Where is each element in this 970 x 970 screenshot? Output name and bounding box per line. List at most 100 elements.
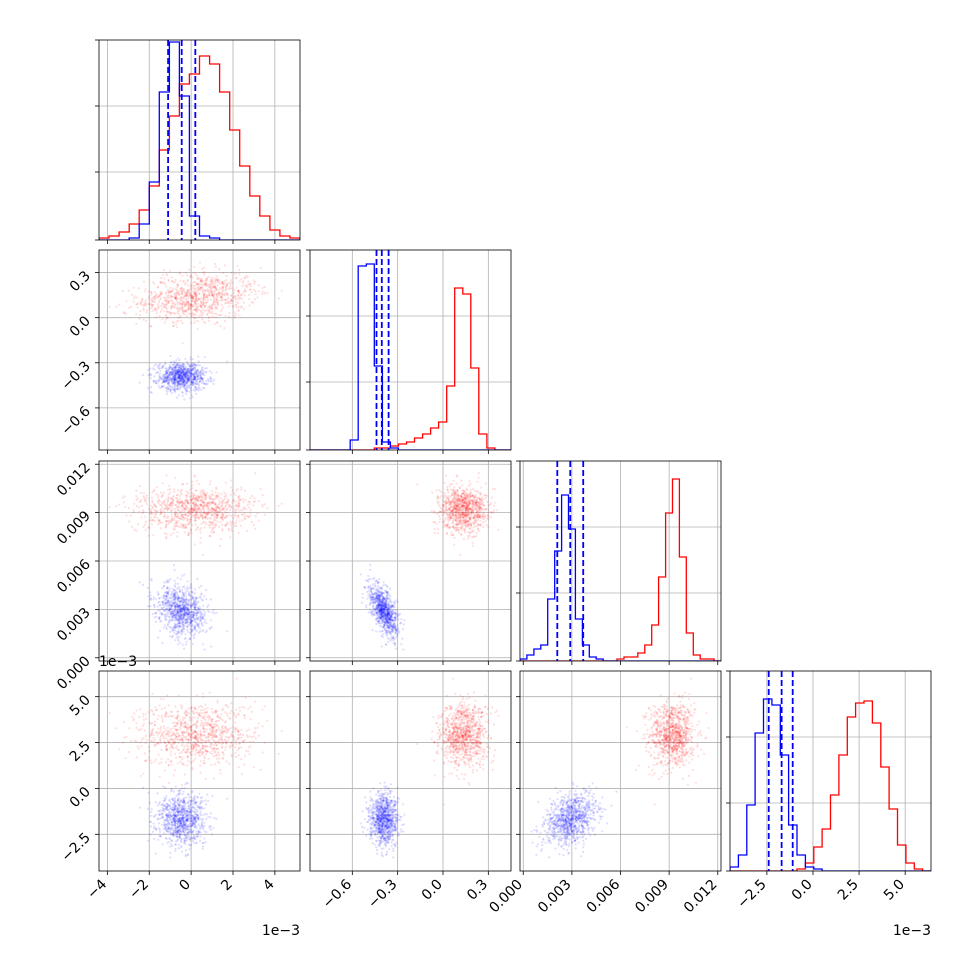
sample-point [183, 517, 186, 520]
sample-point [212, 744, 215, 747]
sample-point [482, 515, 485, 518]
sample-point [132, 509, 135, 512]
sample-point [174, 734, 177, 737]
sample-point [449, 517, 452, 520]
sample-point [210, 763, 213, 766]
sample-point [176, 284, 179, 287]
sample-point [183, 503, 186, 506]
sample-point [175, 522, 178, 525]
sample-point [249, 288, 252, 291]
sample-point [217, 741, 220, 745]
sample-point [223, 495, 226, 498]
sample-point [185, 751, 188, 754]
sample-point [192, 502, 195, 505]
sample-point [222, 298, 225, 301]
sample-point [199, 704, 203, 708]
sample-point [192, 710, 195, 713]
sample-point [280, 729, 283, 733]
sample-point [187, 741, 190, 744]
sample-point [181, 730, 184, 733]
sample-point [452, 507, 455, 510]
sample-point [204, 515, 207, 519]
sample-point [137, 523, 140, 526]
sample-point [186, 519, 189, 522]
sample-point [198, 751, 201, 754]
sample-point [469, 499, 472, 502]
sample-point [186, 764, 189, 767]
sample-point [211, 501, 214, 504]
sample-point [192, 496, 195, 499]
sample-point [142, 510, 145, 513]
sample-point [203, 757, 206, 760]
sample-point [195, 282, 199, 285]
sample-point [135, 740, 138, 743]
sample-point [481, 501, 484, 504]
sample-point [248, 506, 251, 509]
scatter-red-2-1 [416, 472, 500, 557]
sample-point [133, 295, 136, 298]
sample-point [193, 295, 196, 298]
sample-point [227, 301, 230, 304]
sample-point [467, 502, 470, 505]
sample-point [453, 493, 456, 496]
sample-point [194, 316, 197, 319]
sample-point [204, 718, 207, 721]
sample-point [190, 725, 193, 729]
sample-point [181, 731, 184, 734]
sample-point [465, 497, 468, 500]
sample-point [181, 716, 185, 719]
sample-point [450, 741, 453, 744]
sample-point [484, 705, 487, 708]
sample-point [200, 499, 203, 502]
sample-point [193, 272, 196, 275]
sample-point [208, 691, 211, 694]
sample-point [186, 280, 189, 283]
sample-point [216, 505, 219, 509]
sample-point [692, 748, 695, 751]
sample-point [219, 291, 222, 294]
sample-point [466, 504, 469, 507]
sample-point [170, 518, 173, 521]
sample-point [459, 499, 462, 502]
sample-point [189, 507, 193, 510]
sample-point [190, 293, 193, 296]
sample-point [242, 291, 245, 294]
sample-point [169, 519, 172, 522]
sample-point [458, 509, 461, 512]
sample-point [473, 755, 476, 758]
sample-point [180, 783, 183, 786]
sample-point [192, 732, 195, 735]
sample-point [473, 723, 477, 727]
sample-point [203, 501, 206, 504]
sample-point [169, 502, 172, 505]
sample-point [240, 297, 243, 300]
sample-point [198, 288, 201, 291]
sample-point [211, 730, 214, 734]
sample-point [207, 524, 210, 527]
sample-point [452, 501, 455, 504]
sample-point [207, 738, 210, 742]
sample-point [139, 774, 142, 778]
sample-point [459, 710, 462, 713]
sample-point [474, 504, 477, 507]
sample-point [216, 307, 219, 310]
sample-point [195, 514, 198, 517]
sample-point [459, 506, 462, 509]
sample-point [238, 706, 241, 709]
sample-point [477, 507, 480, 511]
sample-point [195, 479, 198, 482]
sample-point [155, 309, 158, 312]
sample-point [475, 734, 478, 737]
sample-point [166, 295, 169, 298]
sample-point [470, 738, 473, 741]
sample-point [478, 497, 481, 500]
sample-point [450, 492, 454, 495]
sample-point [201, 721, 204, 724]
sample-point [478, 511, 481, 514]
sample-point [465, 515, 469, 518]
sample-point [150, 303, 153, 306]
sample-point [215, 312, 218, 315]
sample-point [455, 756, 458, 759]
sample-point [178, 301, 181, 304]
sample-point [202, 298, 205, 302]
